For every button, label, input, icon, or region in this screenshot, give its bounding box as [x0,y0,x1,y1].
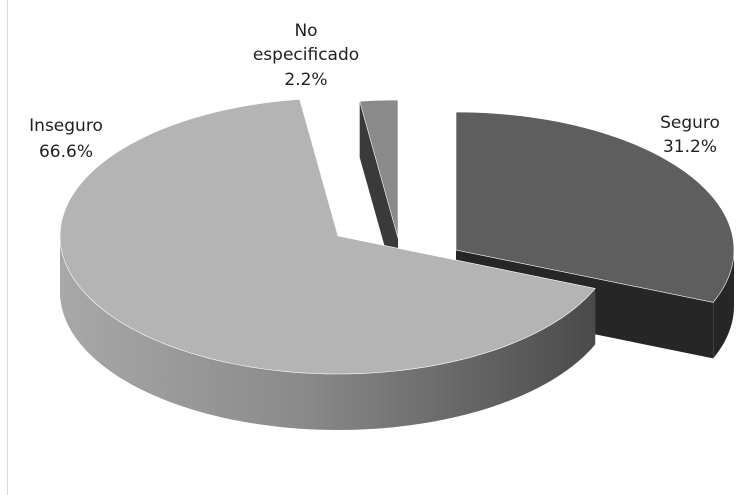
label-seguro-name: Seguro [660,113,720,133]
label-inseguro-name: Inseguro [29,116,103,136]
slice-inseguro-side [60,236,596,430]
label-seguro-value: 31.2% [663,137,717,157]
label-no-especificado-value: 2.2% [284,70,327,90]
slice-inseguro [59,99,596,430]
label-no-especificado-line2: especificado [253,45,359,65]
label-no-especificado-line1: No [294,21,317,41]
slice-inseguro-top [59,99,596,375]
pie-slices [59,99,735,430]
slice-no-especificado-top [359,99,399,239]
label-inseguro-value: 66.6% [39,142,93,162]
slice-no-especificado-cut-face-1 [359,101,398,295]
slice-no-especificado [359,99,399,295]
chart-border-line [7,0,8,495]
slice-seguro-top [455,111,735,303]
